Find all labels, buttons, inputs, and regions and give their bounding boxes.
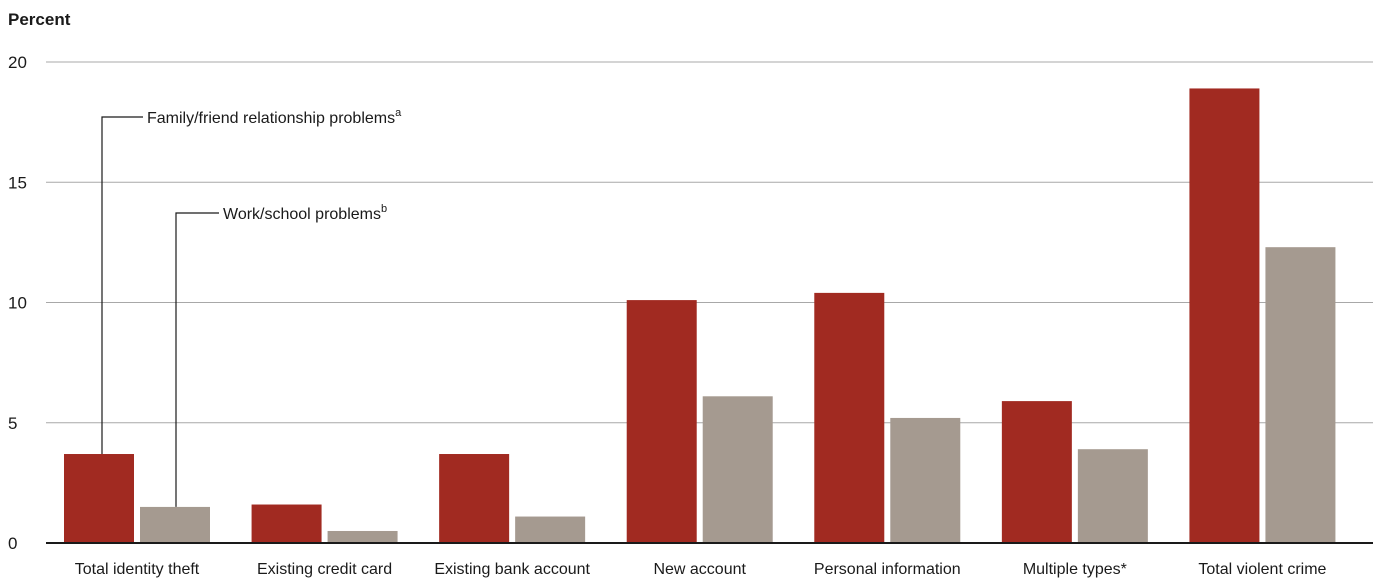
bar-family-friend [1189,88,1260,543]
bar-work-school [327,530,398,543]
x-tick-label: Existing bank account [434,561,590,578]
y-tick-label: 10 [8,294,27,313]
bar-family-friend [251,504,322,543]
bar-work-school [702,396,773,543]
bar-work-school [1265,247,1336,543]
bar-family-friend [1001,401,1072,543]
annotation-family-friend-name: Family/friend relationship problems [147,110,395,127]
bar-work-school [140,506,210,543]
bar-family-friend [64,454,134,543]
x-axis-labels: Total identity theft Existing credit card… [75,561,1327,578]
y-tick-label: 20 [8,53,27,72]
annotation-family-friend: Family/friend relationship problemsa [147,107,402,127]
x-tick-label: Multiple types* [1023,561,1127,578]
x-tick-label: Total violent crime [1198,561,1326,578]
annotation-work-school-name: Work/school problems [223,206,381,223]
x-tick-label: Personal information [814,561,961,578]
bar-work-school [1077,449,1148,543]
bar-family-friend [814,292,885,543]
y-axis-label: Percent [8,10,71,29]
y-tick-label: 0 [8,534,17,553]
y-axis-ticks: 0 5 10 15 20 [8,53,27,553]
leader-line-work-school [175,212,219,507]
bar-work-school [890,417,961,543]
x-tick-label: Total identity theft [75,561,200,578]
leader-line-family-friend [101,116,143,455]
annotation-work-school-sup: b [381,203,387,215]
x-tick-label: New account [653,561,746,578]
y-tick-label: 5 [8,414,17,433]
series-annotations: Family/friend relationship problemsa Work… [101,107,402,507]
annotation-work-school: Work/school problemsb [223,203,387,223]
bar-family-friend [439,454,510,543]
y-tick-label: 15 [8,173,27,192]
x-tick-label: Existing credit card [257,561,392,578]
annotation-family-friend-sup: a [395,107,402,119]
bars [64,88,1336,543]
bar-family-friend [626,300,697,543]
bar-work-school [515,516,586,543]
